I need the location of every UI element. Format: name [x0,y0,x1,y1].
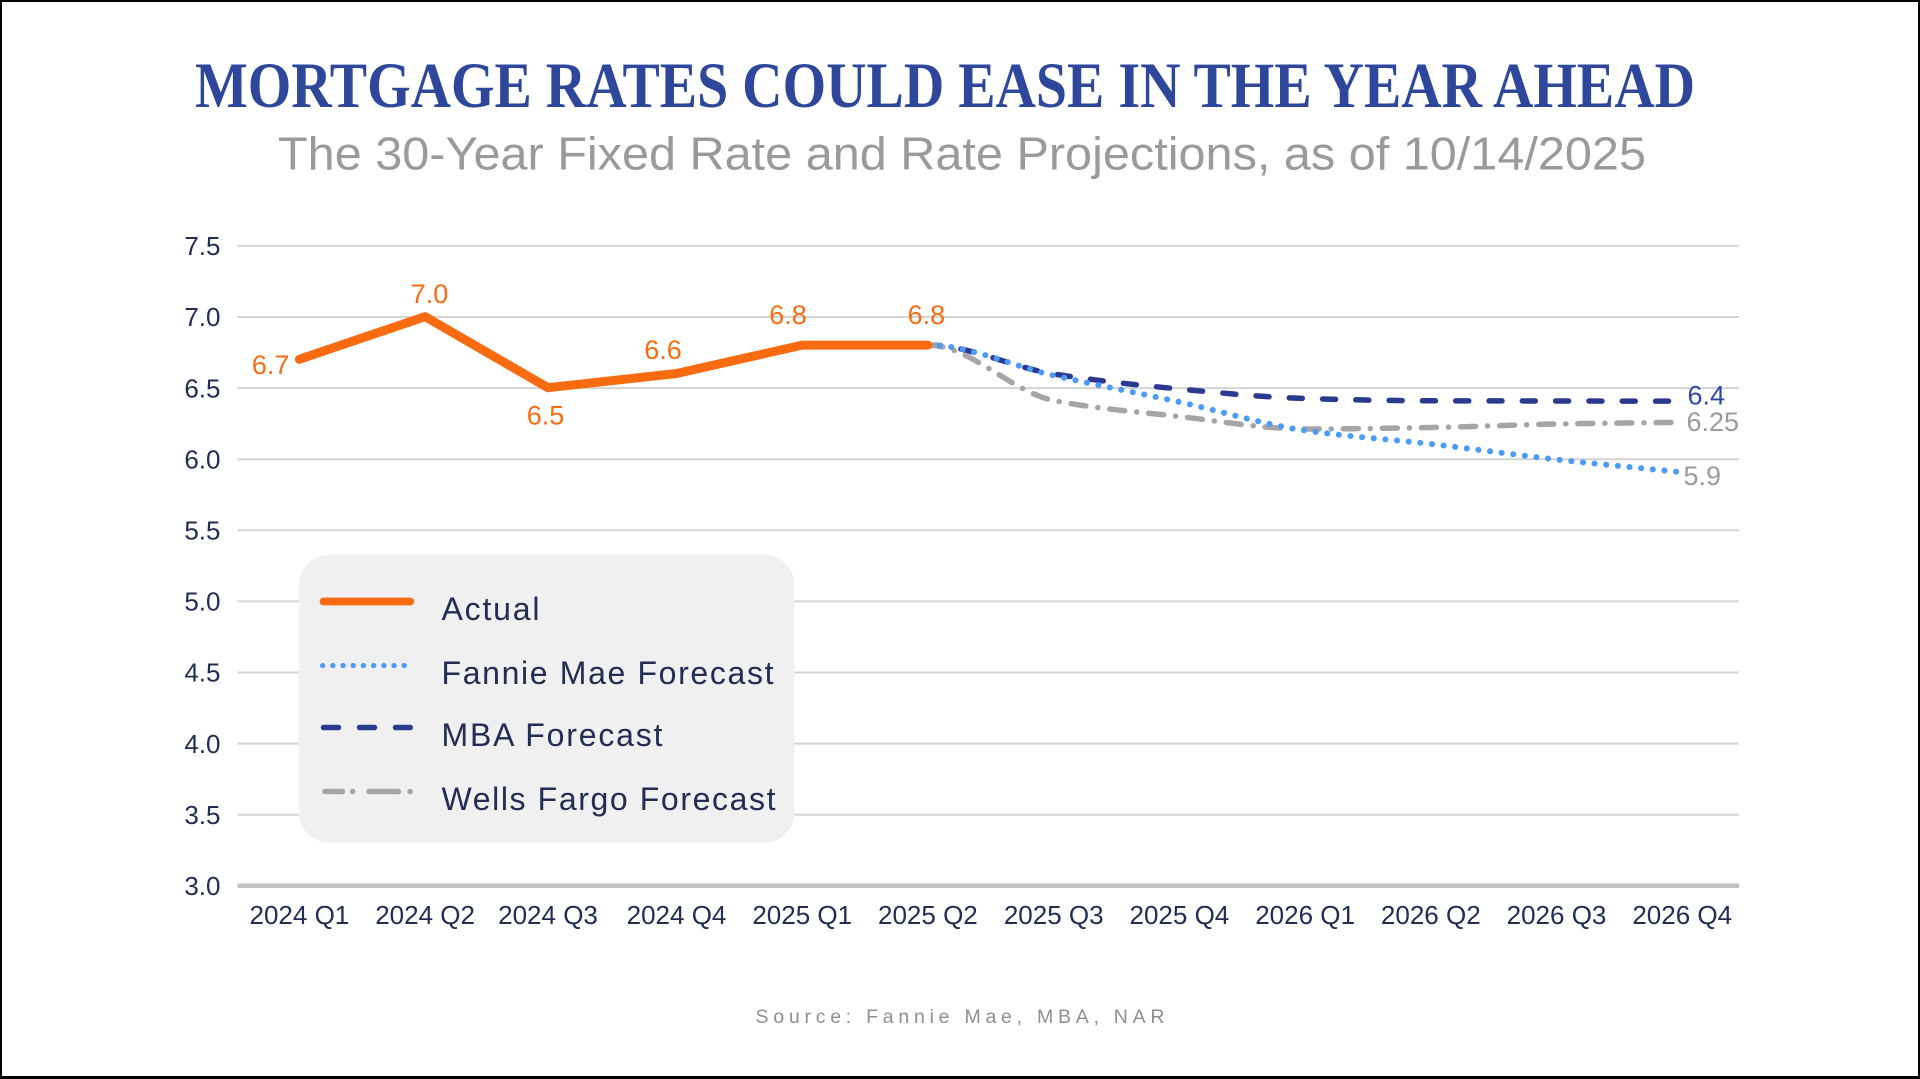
svg-text:2025 Q3: 2025 Q3 [1004,900,1104,930]
svg-text:The 30-Year Fixed Rate and Rat: The 30-Year Fixed Rate and Rate Projecti… [278,128,1646,180]
svg-text:5.9: 5.9 [1684,461,1722,491]
svg-text:2025 Q2: 2025 Q2 [878,900,978,930]
svg-text:2026 Q2: 2026 Q2 [1381,900,1481,930]
svg-text:Fannie Mae Forecast: Fannie Mae Forecast [442,655,774,691]
svg-text:4.5: 4.5 [184,658,220,688]
svg-text:7.5: 7.5 [184,231,220,261]
svg-text:2026 Q1: 2026 Q1 [1255,900,1355,930]
svg-text:2025 Q1: 2025 Q1 [752,900,852,930]
svg-text:7.0: 7.0 [184,302,220,332]
svg-text:2024 Q2: 2024 Q2 [375,900,475,930]
svg-text:3.0: 3.0 [184,871,220,901]
svg-text:6.7: 6.7 [252,350,290,380]
svg-text:7.0: 7.0 [411,279,449,309]
svg-text:2026 Q3: 2026 Q3 [1507,900,1607,930]
svg-text:6.5: 6.5 [527,401,565,431]
svg-text:6.6: 6.6 [644,335,682,365]
svg-text:4.0: 4.0 [184,729,220,759]
svg-text:Actual: Actual [442,591,540,627]
svg-text:MBA Forecast: MBA Forecast [442,717,663,753]
svg-text:6.5: 6.5 [184,373,220,403]
svg-text:6.0: 6.0 [184,444,220,474]
svg-text:MORTGAGE RATES COULD EASE IN T: MORTGAGE RATES COULD EASE IN THE YEAR AH… [195,50,1695,121]
svg-text:2024 Q1: 2024 Q1 [250,900,350,930]
svg-text:5.5: 5.5 [184,516,220,546]
svg-text:6.8: 6.8 [769,300,807,330]
svg-text:2024 Q4: 2024 Q4 [627,900,727,930]
svg-text:2025 Q4: 2025 Q4 [1130,900,1230,930]
svg-text:3.5: 3.5 [184,800,220,830]
svg-text:2024 Q3: 2024 Q3 [498,900,598,930]
svg-text:6.4: 6.4 [1688,381,1726,411]
svg-text:5.0: 5.0 [184,587,220,617]
svg-text:6.8: 6.8 [908,300,946,330]
svg-text:6.25: 6.25 [1687,407,1740,437]
svg-text:2026 Q4: 2026 Q4 [1632,900,1732,930]
